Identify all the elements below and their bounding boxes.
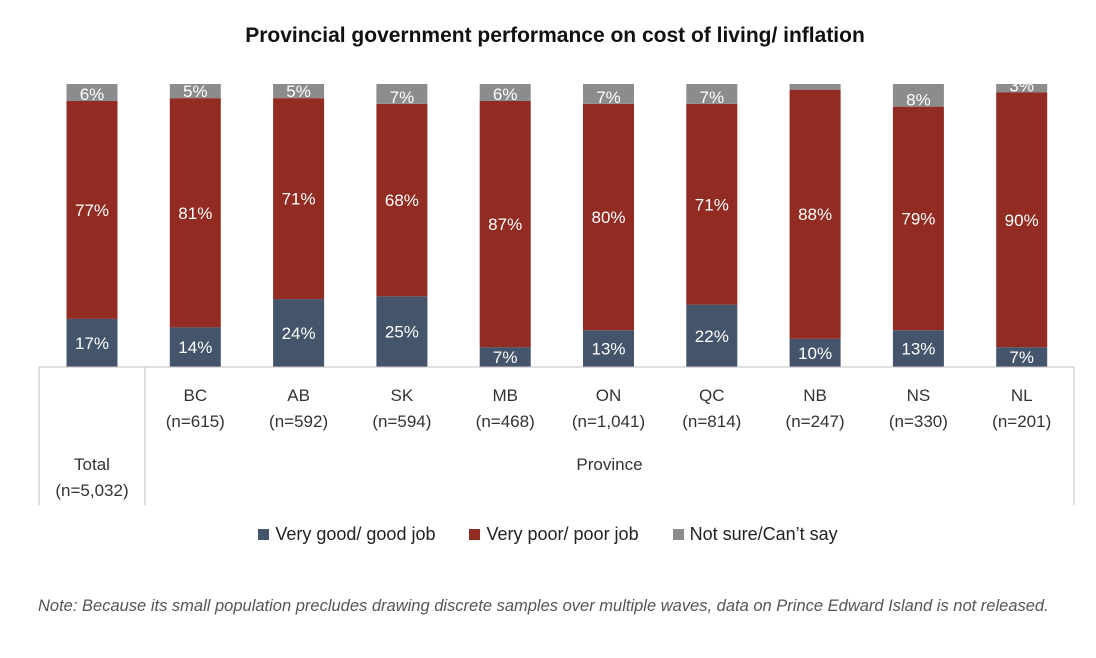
category-label-2-0: AB: [287, 386, 310, 405]
data-label-2-5: 7%: [596, 88, 621, 107]
category-label-0-0: Total: [74, 455, 110, 474]
legend-item-0: Very good/ good job: [258, 524, 435, 545]
data-label-0-4: 7%: [493, 348, 518, 367]
data-label-0-9: 7%: [1009, 348, 1034, 367]
data-label-2-8: 8%: [906, 91, 931, 110]
legend-label-2: Not sure/Can’t say: [689, 524, 838, 544]
data-label-2-9: 3%: [1009, 76, 1034, 95]
bar-segment-0-4: [479, 347, 531, 367]
category-axis-layer: Total (n=5,032) BC (n=615) AB (n=592) SK (n=594…: [38, 366, 1075, 505]
bar-segment-2-4: [479, 84, 531, 101]
data-label-0-3: 25%: [385, 323, 419, 342]
data-label-0-1: 14%: [178, 338, 212, 357]
bar-segment-0-8: [892, 330, 944, 367]
bar-segment-1-6: [686, 103, 738, 305]
category-label-8-1: (n=330): [889, 412, 948, 431]
bar-segment-1-8: [892, 106, 944, 331]
category-label-0-1: (n=5,032): [55, 481, 128, 500]
bar-segment-2-9: [996, 84, 1048, 93]
data-label-1-5: 80%: [591, 208, 625, 227]
bar-segment-1-2: [273, 98, 325, 300]
category-label-7-1: (n=247): [786, 412, 845, 431]
legend-swatch-2: [672, 529, 684, 540]
legend-swatch-0: [258, 529, 270, 540]
chart-title: Provincial government performance on cos…: [245, 24, 865, 47]
bar-segment-0-9: [996, 347, 1048, 367]
data-label-0-6: 22%: [695, 327, 729, 346]
data-label-2-2: 5%: [286, 82, 311, 101]
category-label-4-0: MB: [492, 386, 518, 405]
category-label-3-0: SK: [391, 386, 414, 405]
bar-segment-0-2: [273, 299, 325, 367]
bar-segment-1-1: [169, 98, 221, 328]
data-label-1-7: 88%: [798, 205, 832, 224]
category-label-3-1: (n=594): [372, 412, 431, 431]
bar-segment-2-0: [66, 84, 118, 101]
bar-segment-0-7: [789, 338, 841, 367]
bar-segment-2-3: [376, 84, 428, 104]
category-label-2-1: (n=592): [269, 412, 328, 431]
data-labels-layer: 17% 77% 6% 14% 81% 5% 24% 71% 5% 25% 68% 7% 7% 87% 6% 1…: [75, 76, 1039, 367]
legend-item-2: Not sure/Can’t say: [672, 524, 838, 545]
bar-segment-0-5: [583, 330, 634, 367]
category-label-6-1: (n=814): [682, 412, 741, 431]
category-label-6-0: QC: [699, 386, 725, 405]
bar-segment-2-8: [892, 84, 944, 107]
category-label-5-1: (n=1,041): [572, 412, 645, 431]
category-label-1-1: (n=615): [166, 412, 225, 431]
bar-segment-2-2: [273, 84, 325, 99]
bar-segment-1-7: [789, 89, 841, 339]
legend-swatch-1: [469, 529, 481, 540]
category-label-7-0: NB: [803, 386, 827, 405]
data-label-0-7: 10%: [798, 344, 832, 363]
bar-segment-1-3: [376, 103, 428, 297]
bar-segment-2-7: [789, 84, 841, 90]
bar-segment-0-0: [66, 318, 118, 367]
bar-segment-1-4: [479, 100, 531, 348]
data-label-2-6: 7%: [700, 88, 725, 107]
bar-segment-0-6: [686, 304, 738, 367]
data-label-2-1: 5%: [183, 82, 208, 101]
bar-segment-2-6: [686, 84, 738, 104]
data-label-0-0: 17%: [75, 334, 109, 353]
data-label-0-8: 13%: [901, 340, 935, 359]
data-label-2-4: 6%: [493, 85, 518, 104]
bar-segment-0-1: [169, 327, 221, 367]
data-label-1-3: 68%: [385, 191, 419, 210]
group-label: Province: [576, 455, 642, 474]
bar-segment-1-5: [583, 103, 634, 331]
bar-segment-2-5: [583, 84, 634, 104]
category-label-8-0: NS: [907, 386, 931, 405]
data-label-2-0: 6%: [80, 85, 105, 104]
legend-label-0: Very good/ good job: [275, 524, 436, 544]
data-label-1-1: 81%: [178, 204, 212, 223]
data-label-1-8: 79%: [901, 209, 935, 228]
bar-segment-1-0: [66, 100, 118, 319]
category-label-9-1: (n=201): [992, 412, 1051, 431]
category-label-1-0: BC: [183, 386, 207, 405]
legend-label-1: Very poor/ poor job: [486, 524, 639, 544]
data-label-1-0: 77%: [75, 201, 109, 220]
data-label-1-4: 87%: [488, 215, 522, 234]
chart-legend: Very good/ good job Very poor/ poor job No…: [0, 524, 1096, 545]
data-label-1-2: 71%: [282, 190, 316, 209]
category-label-9-0: NL: [1011, 386, 1033, 405]
bar-segment-1-9: [996, 92, 1048, 348]
data-label-0-2: 24%: [282, 324, 316, 343]
category-label-5-0: ON: [596, 386, 622, 405]
footnote: Note: Because its small population precl…: [38, 597, 1049, 615]
data-label-0-5: 13%: [591, 340, 625, 359]
data-label-1-6: 71%: [695, 195, 729, 214]
legend-item-1: Very poor/ poor job: [469, 524, 639, 545]
bar-segment-0-3: [376, 296, 428, 367]
data-label-1-9: 90%: [1005, 211, 1039, 230]
data-label-2-3: 7%: [390, 88, 415, 107]
bar-segment-2-1: [169, 84, 221, 99]
bars-layer: [66, 84, 1048, 367]
category-label-4-1: (n=468): [476, 412, 535, 431]
